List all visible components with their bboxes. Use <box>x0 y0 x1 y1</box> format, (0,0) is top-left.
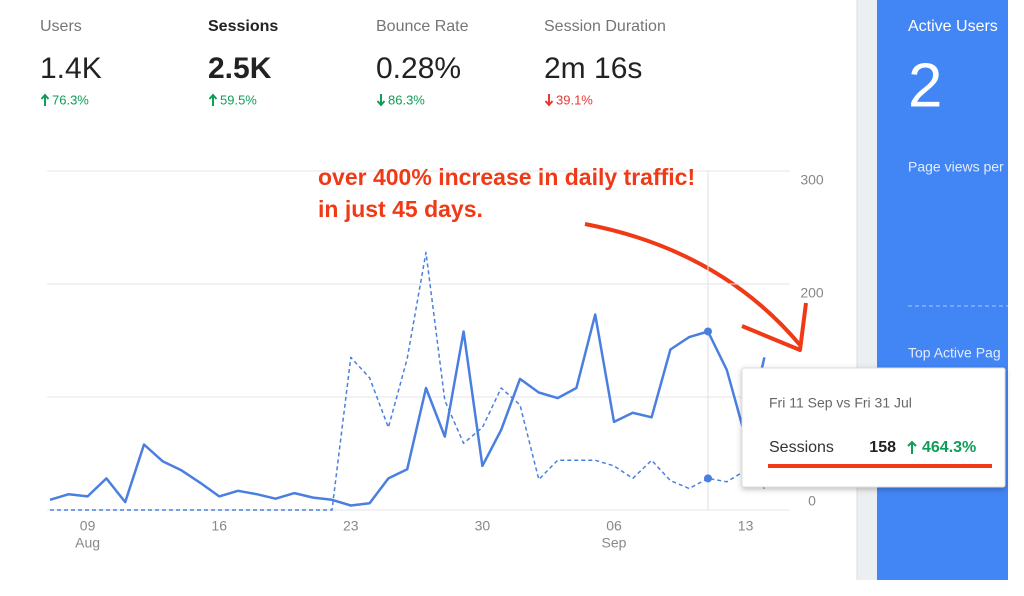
metric-change: 76.3% <box>52 92 89 107</box>
y-tick-label: 300 <box>800 172 824 188</box>
side-section: Top Active Pag <box>908 345 1001 361</box>
hover-point <box>704 327 712 336</box>
tooltip-title: Fri 11 Sep vs Fri 31 Jul <box>769 395 912 411</box>
change-arrow <box>544 94 554 107</box>
gutter <box>857 0 877 580</box>
series-line <box>49 313 766 507</box>
tooltip-label: Sessions <box>769 439 834 456</box>
tooltip-arrow <box>907 440 917 454</box>
x-tick-label: 16 <box>211 518 227 534</box>
metric-label: Sessions <box>208 18 278 35</box>
hover-point <box>704 474 712 483</box>
annotation-arrowhead <box>741 302 808 352</box>
change-arrow <box>208 93 218 106</box>
change-arrow <box>376 94 386 107</box>
y-tick-label: 200 <box>800 285 824 301</box>
metric-change: 86.3% <box>388 92 425 107</box>
metric-value: 2m 16s <box>544 52 642 85</box>
series-line <box>50 251 765 511</box>
x-tick-label: 06 <box>606 518 622 534</box>
side-subtitle: Page views per <box>908 159 1004 175</box>
annotation: in just 45 days. <box>318 196 483 222</box>
metric-change: 39.1% <box>556 92 593 107</box>
side-panel-content: Active Users 2 Page views per Top Active… <box>908 18 1008 361</box>
annotation-arrow <box>584 222 802 347</box>
metric-label: Session Duration <box>544 18 666 35</box>
tooltip-change: 464.3% <box>922 439 976 456</box>
x-tick-label: 30 <box>475 518 491 534</box>
tooltip-value: 158 <box>869 439 896 456</box>
x-month-label: Aug <box>75 535 100 551</box>
metric-label: Users <box>40 18 82 35</box>
side-title: Active Users <box>908 18 998 35</box>
tooltip <box>741 367 1006 488</box>
metric-value: 1.4K <box>40 52 102 85</box>
metric-label: Bounce Rate <box>376 18 469 35</box>
side-value: 2 <box>908 51 942 120</box>
metric-value: 2.5K <box>208 52 272 85</box>
annotation: over 400% increase in daily traffic! <box>318 164 695 190</box>
x-month-label: Sep <box>602 535 627 551</box>
x-tick-label: 09 <box>80 518 96 534</box>
side-panel <box>877 0 1008 580</box>
y-tick-label: 0 <box>808 493 816 509</box>
x-tick-label: 13 <box>738 518 754 534</box>
metric-change: 59.5% <box>220 92 257 107</box>
metric-value: 0.28% <box>376 52 461 85</box>
x-tick-label: 23 <box>343 518 359 534</box>
change-arrow <box>40 93 50 106</box>
